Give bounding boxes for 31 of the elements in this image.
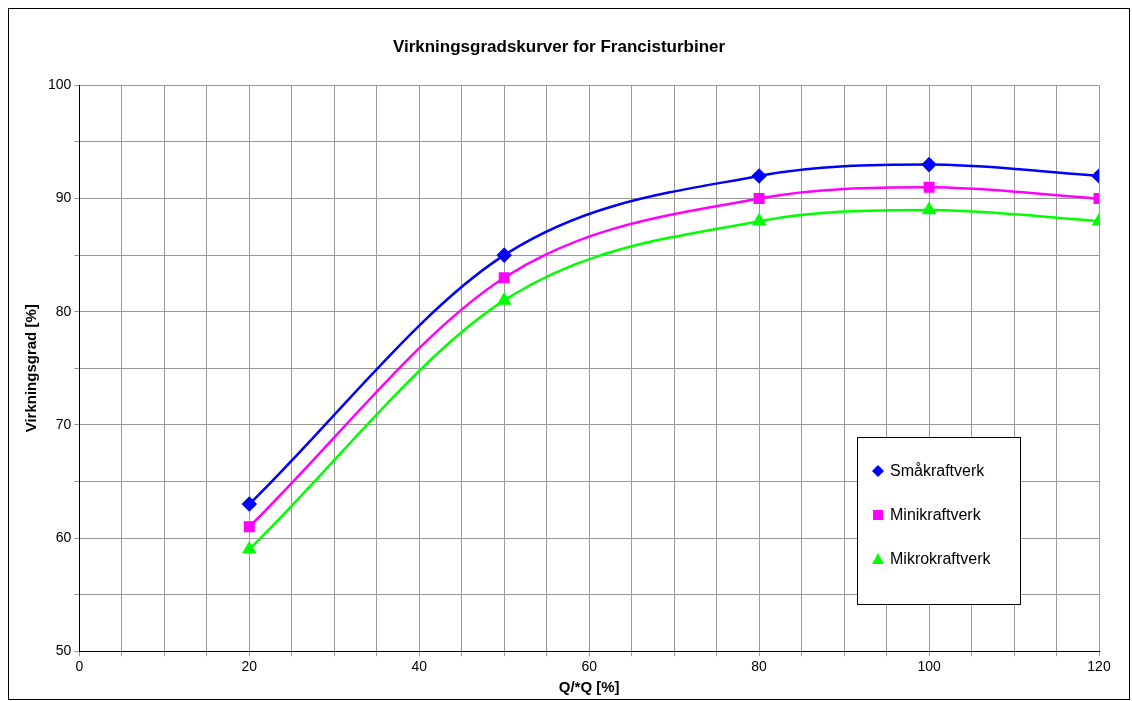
point xyxy=(497,293,511,305)
point xyxy=(922,202,936,215)
x-tick-label: 20 xyxy=(241,658,258,675)
legend-label: Småkraftverk xyxy=(890,462,985,480)
point xyxy=(751,168,767,184)
x-axis-title: Q/*Q [%] xyxy=(558,678,620,696)
point xyxy=(496,247,512,263)
x-tick-label: 100 xyxy=(917,658,941,675)
point xyxy=(923,181,935,193)
legend-label: Mikrokraftverk xyxy=(890,550,991,568)
y-tick-label: 100 xyxy=(48,76,72,93)
x-tick-label: 60 xyxy=(581,658,598,675)
chart-title: Virkningsgradskurver for Francisturbiner xyxy=(392,36,726,56)
point xyxy=(753,193,765,205)
point xyxy=(921,157,937,172)
y-tick-label: 50 xyxy=(55,642,72,659)
x-tick-label: 120 xyxy=(1087,658,1111,675)
point xyxy=(752,213,766,226)
y-tick-label: 60 xyxy=(55,528,72,545)
y-axis-title: Virkningsgrad [%] xyxy=(22,304,40,433)
point xyxy=(498,272,510,284)
x-tick-label: 80 xyxy=(751,658,768,675)
point xyxy=(242,496,257,512)
x-tick-label: 40 xyxy=(411,658,428,675)
point xyxy=(242,542,256,554)
legend-label: Minikraftverk xyxy=(890,506,981,524)
y-tick-label: 90 xyxy=(55,189,72,206)
y-tick-label: 70 xyxy=(55,415,72,432)
point xyxy=(243,521,255,533)
y-tick-label: 80 xyxy=(55,302,72,319)
x-tick-label: 0 xyxy=(75,658,84,675)
